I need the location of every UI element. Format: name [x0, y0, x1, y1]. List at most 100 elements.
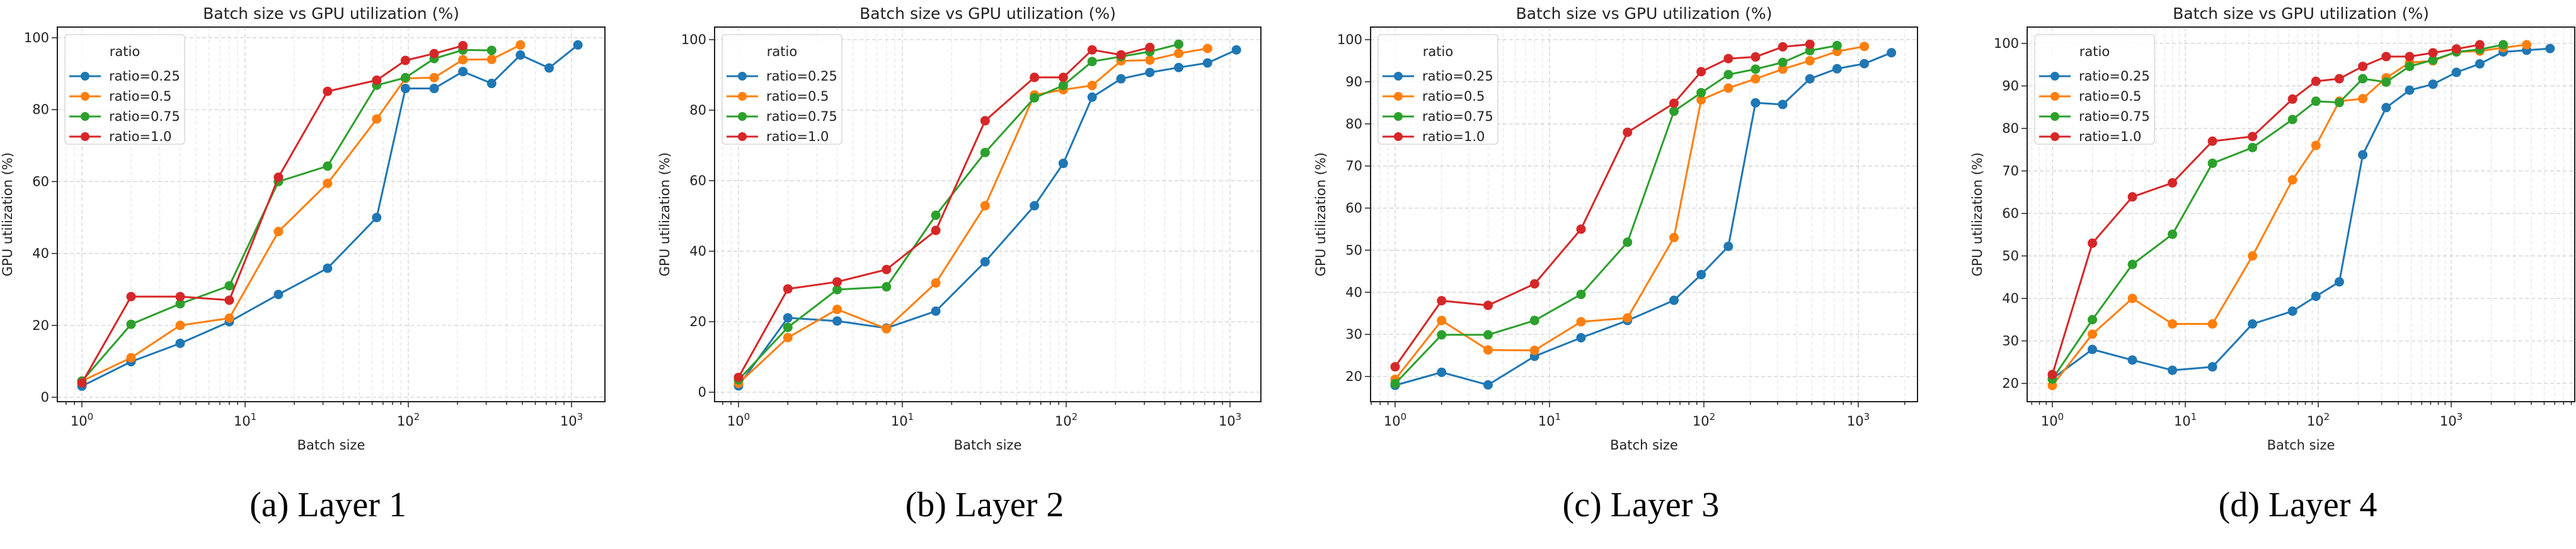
data-point	[1669, 232, 1679, 242]
data-point	[323, 161, 333, 171]
data-point	[1030, 72, 1040, 82]
y-tick-label: 50	[2002, 249, 2019, 264]
x-tick-label: 102	[1693, 411, 1715, 429]
legend-label: ratio=0.25	[2079, 69, 2150, 84]
data-point	[1751, 52, 1761, 62]
data-point	[1202, 58, 1212, 68]
data-point	[832, 316, 842, 326]
data-point	[224, 295, 234, 305]
data-point	[2381, 52, 2391, 62]
x-axis-label: Batch size	[954, 438, 1022, 453]
plot-area	[1390, 39, 1897, 390]
legend: ratio ratio=0.25 ratio=0.5 ratio=0.75 ratio=…	[1377, 34, 1498, 145]
legend-label: ratio=0.5	[2079, 89, 2141, 104]
data-point	[2311, 140, 2321, 150]
x-tick-base: 10	[2174, 414, 2191, 429]
data-point	[1529, 279, 1539, 289]
data-point	[458, 55, 468, 65]
data-point	[2088, 315, 2098, 325]
data-point	[1576, 290, 1586, 300]
legend-marker-icon	[2050, 112, 2059, 121]
data-point	[1576, 317, 1586, 327]
data-point	[1437, 330, 1447, 340]
data-point	[1087, 81, 1097, 91]
data-point	[1174, 48, 1184, 59]
legend-label: ratio=1.0	[109, 129, 171, 144]
data-point	[372, 213, 382, 222]
x-tick-exponent: 2	[2324, 411, 2330, 422]
data-point	[1805, 55, 1815, 65]
x-tick-exponent: 0	[1401, 411, 1407, 422]
legend-item: ratio=0.25	[727, 69, 837, 84]
data-point	[2207, 319, 2217, 329]
data-point	[323, 86, 333, 96]
data-point	[2358, 74, 2368, 84]
x-tick-label: 100	[71, 411, 93, 429]
data-point	[1860, 59, 1870, 69]
y-axis-label: GPU utilization (%)	[657, 152, 672, 276]
data-point	[372, 114, 382, 124]
data-point	[2127, 192, 2137, 202]
data-point	[429, 72, 439, 82]
data-point	[1723, 83, 1734, 93]
y-tick-label: 60	[2002, 206, 2019, 221]
data-point	[980, 147, 990, 157]
y-tick-label: 80	[32, 102, 49, 117]
data-point	[2451, 67, 2461, 77]
data-point	[2311, 291, 2321, 302]
data-point	[1390, 378, 1400, 388]
legend-item: ratio=0.5	[2039, 89, 2141, 104]
y-tick-label: 40	[2002, 291, 2019, 306]
legend-marker-icon	[2050, 72, 2059, 81]
legend-marker-icon	[738, 132, 747, 141]
data-point	[1437, 296, 1447, 306]
data-point	[2248, 251, 2258, 261]
legend-label: ratio=1.0	[2079, 129, 2141, 144]
y-tick-label: 30	[2002, 334, 2019, 349]
data-point	[1751, 74, 1761, 84]
data-point	[2168, 365, 2178, 375]
y-tick-label: 100	[1994, 36, 2019, 51]
data-point	[126, 291, 136, 302]
legend-item: ratio=1.0	[2039, 129, 2141, 144]
data-point	[1751, 98, 1761, 108]
y-tick-label: 80	[1345, 116, 1362, 132]
data-point	[2358, 61, 2368, 71]
legend-marker-icon	[2050, 92, 2059, 101]
data-point	[273, 173, 284, 183]
y-tick-label: 60	[1345, 201, 1362, 216]
data-point	[882, 324, 892, 334]
data-point	[323, 178, 333, 188]
data-point	[832, 277, 842, 287]
subfigure-caption: (a) Layer 1	[250, 485, 406, 524]
data-point	[2207, 362, 2217, 372]
y-tick-label: 80	[2002, 121, 2019, 136]
x-tick-base: 10	[891, 414, 908, 429]
data-point	[1390, 362, 1400, 372]
y-tick-label: 20	[32, 318, 49, 333]
data-point	[2088, 329, 2098, 339]
legend-title: ratio	[1423, 44, 1453, 59]
axes-frame	[714, 26, 1262, 402]
x-tick-label: 103	[560, 411, 583, 429]
data-point	[1437, 367, 1447, 377]
data-point	[1669, 106, 1679, 116]
data-point	[2405, 85, 2415, 95]
data-point	[733, 372, 744, 382]
y-tick-label: 40	[1345, 285, 1362, 300]
x-tick-base: 10	[1219, 414, 1236, 429]
data-point	[783, 322, 793, 332]
series-line-ratio-1.0	[1394, 43, 1810, 368]
x-tick-base: 10	[1384, 414, 1401, 429]
data-point	[1145, 55, 1155, 65]
x-tick-exponent: 0	[744, 411, 750, 422]
subfigure-caption: (c) Layer 3	[1563, 485, 1720, 524]
y-tick-label: 30	[1345, 327, 1362, 342]
legend-item: ratio=1.0	[1383, 129, 1485, 144]
y-tick-label: 100	[24, 30, 49, 45]
axes-frame	[2027, 26, 2575, 402]
y-tick-label: 60	[689, 173, 706, 188]
series-line-ratio-0.5	[81, 44, 521, 382]
